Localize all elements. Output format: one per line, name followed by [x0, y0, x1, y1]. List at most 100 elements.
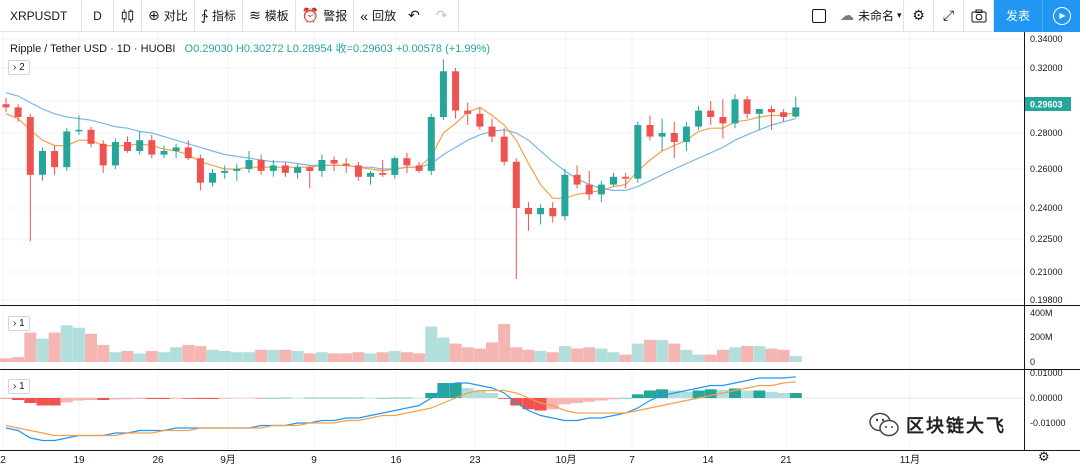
- candle-body: [245, 160, 253, 169]
- fullscreen-layout-button[interactable]: [804, 0, 834, 32]
- macd-histogram-bar: [716, 390, 729, 398]
- macd-histogram-bar: [340, 397, 353, 399]
- macd-pane: [0, 376, 1024, 442]
- indicators-button[interactable]: ∱ 指标: [195, 0, 244, 32]
- candle-body: [148, 140, 156, 155]
- price-tick-label: 0.34000: [1030, 34, 1063, 44]
- macd-histogram-bar: [121, 398, 134, 400]
- candle-body: [2, 104, 10, 108]
- volume-bar: [85, 333, 97, 362]
- alert-button[interactable]: ⏰ 警报: [296, 0, 355, 32]
- macd-histogram-bar: [583, 398, 596, 402]
- main-pane-collapse-button[interactable]: › 2: [8, 60, 30, 75]
- time-axis[interactable]: 2 19 26 9月 9 16 23 10月 7 14 21 11月: [0, 454, 920, 466]
- settings-button[interactable]: ⚙: [904, 0, 934, 32]
- candle-body: [281, 165, 289, 173]
- macd-histogram-bar: [97, 398, 110, 400]
- candle-body: [330, 160, 338, 164]
- volume-pane-collapse-button[interactable]: › 1: [8, 316, 30, 331]
- macd-histogram-bar: [619, 398, 632, 399]
- volume-bar: [97, 344, 110, 362]
- candle-body: [597, 184, 605, 195]
- macd-histogram-bar: [388, 397, 401, 399]
- candle-body: [124, 142, 131, 151]
- volume-bar: [218, 351, 231, 362]
- watermark: 区块链大飞: [868, 408, 1080, 442]
- candle-body: [731, 99, 739, 124]
- fullscreen-button[interactable]: ⤢: [934, 0, 964, 32]
- macd-histogram-bar: [729, 388, 741, 398]
- macd-axis[interactable]: 0.01000 0.00000 -0.01000: [1030, 368, 1066, 428]
- price-tick-label: 0.26000: [1030, 164, 1063, 174]
- volume-bar: [522, 349, 535, 363]
- volume-bar: [24, 332, 37, 362]
- price-tick-label: 0.32000: [1030, 63, 1063, 73]
- publish-button[interactable]: 发表: [994, 0, 1042, 32]
- volume-bar: [729, 347, 741, 362]
- time-tick-label: 10月: [555, 454, 576, 466]
- candle-body: [160, 151, 168, 155]
- volume-bar: [571, 348, 584, 362]
- candle-body: [196, 158, 204, 183]
- volume-axis[interactable]: 400M 200M 0: [1030, 308, 1053, 367]
- publish-label: 发表: [1005, 9, 1030, 23]
- chart-type-button[interactable]: [114, 0, 142, 32]
- square-icon: [812, 8, 826, 23]
- replay-button[interactable]: « 回放: [354, 0, 402, 32]
- volume-bar: [656, 339, 669, 362]
- macd-histogram-bar: [413, 398, 426, 399]
- candle-body: [573, 174, 581, 185]
- candle-body: [39, 151, 46, 175]
- candle-body: [439, 71, 447, 117]
- candle-body: [476, 113, 484, 127]
- resolution-button[interactable]: D: [82, 0, 114, 32]
- indicators-label: 指标: [212, 9, 237, 23]
- snapshot-button[interactable]: [964, 0, 994, 32]
- candle-body: [63, 131, 71, 168]
- candle-body: [780, 112, 788, 117]
- symbol-search[interactable]: XRPUSDT: [0, 0, 82, 32]
- macd-histogram-bar: [376, 398, 389, 399]
- volume-bar: [48, 332, 61, 362]
- redo-button[interactable]: ↷: [430, 0, 459, 32]
- layout-name-button[interactable]: ☁ 未命名 ▾: [834, 0, 904, 32]
- macd-histogram-bar: [24, 398, 37, 403]
- volume-bar: [595, 348, 608, 362]
- play-button[interactable]: ▶: [1042, 0, 1080, 32]
- time-tick-label: 21: [780, 455, 792, 466]
- volume-bar: [413, 353, 426, 362]
- candle-body: [294, 167, 302, 173]
- macd-histogram-bar: [133, 398, 146, 399]
- candle-body: [26, 117, 34, 175]
- candle-body: [233, 169, 241, 171]
- volume-bar: [692, 354, 705, 362]
- macd-histogram-bar: [692, 390, 705, 398]
- macd-histogram-bar: [595, 398, 608, 401]
- volume-bar: [546, 352, 559, 362]
- chart-settings-gear-icon[interactable]: ⚙: [1038, 449, 1050, 464]
- compare-button[interactable]: ⊕ 对比: [142, 0, 195, 32]
- time-tick-label: 2: [0, 455, 6, 466]
- price-axis[interactable]: 0.34000 0.32000 0.28000 0.26000 0.24000 0.225…: [1030, 34, 1063, 305]
- macd-histogram-bar: [0, 398, 12, 399]
- time-tick-label: 23: [469, 455, 481, 466]
- macd-histogram-bar: [631, 394, 644, 399]
- undo-button[interactable]: ↶: [402, 0, 430, 32]
- macd-histogram-bar: [60, 398, 73, 403]
- templates-button[interactable]: ≋ 模板: [243, 0, 296, 32]
- macd-histogram-bar: [741, 390, 754, 398]
- macd-histogram-bar: [571, 398, 584, 403]
- macd-histogram-bar: [558, 398, 571, 405]
- candle-body: [452, 71, 460, 111]
- price-tick-label: 0.28000: [1030, 128, 1063, 138]
- volume-bar: [668, 343, 681, 362]
- cloud-icon: ☁: [840, 7, 854, 23]
- macd-histogram-bar: [352, 397, 365, 399]
- macd-pane-collapse-button[interactable]: › 1: [8, 379, 30, 394]
- macd-histogram-bar: [85, 398, 97, 400]
- volume-bar: [133, 353, 146, 362]
- candle-body: [269, 165, 277, 171]
- macd-histogram-bar: [473, 390, 486, 398]
- rewind-icon: «: [360, 7, 369, 24]
